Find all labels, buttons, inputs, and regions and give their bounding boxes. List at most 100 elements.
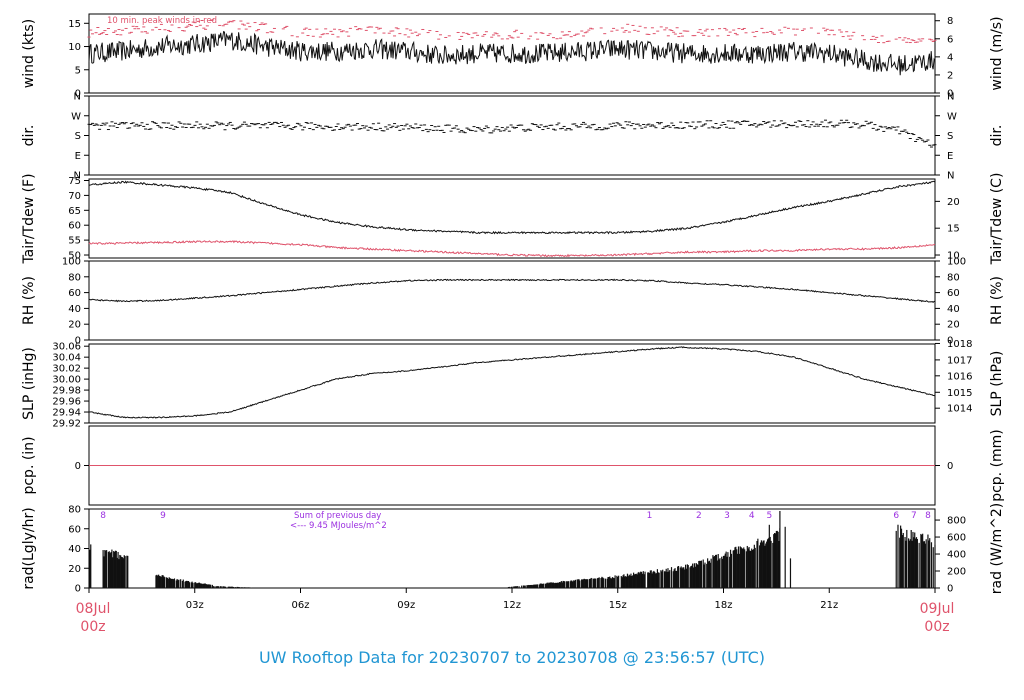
y-tick-label-left: E xyxy=(75,151,81,162)
y-tick-label-right: 20 xyxy=(947,320,960,331)
y-axis-label-right: wind (m/s) xyxy=(989,16,1005,90)
y-tick-label-right: N xyxy=(947,92,954,103)
x-tick-label: 06z xyxy=(292,600,310,611)
x-end-date-label: 09Jul xyxy=(920,601,955,617)
y-tick-label-left: 20 xyxy=(68,320,81,331)
x-tick-label: 18z xyxy=(715,600,733,611)
y-tick-label-right: 0 xyxy=(947,89,953,100)
x-tick-label: 21z xyxy=(820,600,838,611)
y-tick-label-left: 70 xyxy=(68,191,81,202)
y-axis-label-left: rad(Lgly/hr) xyxy=(21,507,37,589)
y-axis-label-left: Tair/Tdew (F) xyxy=(21,173,37,264)
y-tick-label-right: 8 xyxy=(947,16,953,27)
series-Tair xyxy=(88,180,936,235)
y-tick-label-left: 0 xyxy=(75,461,81,472)
x-tick-label: 15z xyxy=(609,600,627,611)
y-tick-label-left: 0 xyxy=(75,336,81,347)
series-peak xyxy=(87,19,937,44)
y-axis-label-left: RH (%) xyxy=(21,276,37,325)
y-tick-label-right: 0 xyxy=(947,336,953,347)
y-tick-label-right: 1017 xyxy=(947,355,972,366)
y-tick-label-left: 100 xyxy=(62,257,81,268)
y-tick-label-right: 10 xyxy=(947,251,960,262)
hour-marker: 7 xyxy=(911,511,917,521)
y-axis-label-left: SLP (inHg) xyxy=(21,347,37,420)
hour-marker: 6 xyxy=(893,511,899,521)
y-tick-label-right: 4 xyxy=(947,52,953,63)
y-tick-label-left: 50 xyxy=(68,251,81,262)
y-tick-label-right: 0 xyxy=(947,461,953,472)
hour-marker: 8 xyxy=(925,511,931,521)
y-tick-label-left: 30.00 xyxy=(52,375,81,386)
y-tick-label-left: N xyxy=(74,171,81,182)
y-tick-label-left: 30.06 xyxy=(52,342,81,353)
y-tick-label-left: 80 xyxy=(68,272,81,283)
y-tick-label-right: 60 xyxy=(947,288,960,299)
y-tick-label-right: 200 xyxy=(947,567,966,578)
x-tick-label: 09z xyxy=(397,600,415,611)
y-tick-label-left: 29.96 xyxy=(52,397,81,408)
y-tick-label-right: 600 xyxy=(947,533,966,544)
y-tick-label-right: W xyxy=(947,111,957,122)
panel-frame xyxy=(88,95,936,176)
hour-marker: 1 xyxy=(647,511,653,521)
y-axis-label-right: RH (%) xyxy=(989,276,1005,325)
y-axis-label-right: rad (W/m^2) xyxy=(989,503,1005,594)
y-tick-label-left: 15 xyxy=(68,19,81,30)
x-start-date-label: 08Jul xyxy=(76,601,111,617)
y-tick-label-right: 0 xyxy=(947,584,953,595)
x-tick-label: 12z xyxy=(503,600,521,611)
y-tick-label-right: 1015 xyxy=(947,388,972,399)
y-tick-label-right: 1014 xyxy=(947,404,972,415)
y-tick-label-left: 60 xyxy=(68,524,81,535)
y-axis-label-left: wind (kts) xyxy=(21,19,37,88)
y-tick-label-right: N xyxy=(947,171,954,182)
peak-wind-annotation: 10 min. peak winds in red xyxy=(107,16,217,26)
y-tick-label-right: 2 xyxy=(947,70,953,81)
y-tick-label-right: 15 xyxy=(947,224,960,235)
y-axis-label-left: dir. xyxy=(21,125,37,147)
y-tick-label-left: N xyxy=(74,92,81,103)
y-tick-label-left: 29.98 xyxy=(52,386,81,397)
series-wind xyxy=(88,30,936,76)
panel-frame xyxy=(88,178,936,259)
panel-frame xyxy=(88,343,936,424)
y-tick-label-left: 40 xyxy=(68,544,81,555)
y-axis-label-right: Tair/Tdew (C) xyxy=(989,173,1005,266)
series-RH xyxy=(88,278,936,303)
panel-rh: 0 20 40 60 80 100 0 20 40 60 80 100 RH (%) RH (%) xyxy=(21,257,1005,347)
y-tick-label-right: E xyxy=(947,151,953,162)
y-axis-label-left: pcp. (in) xyxy=(21,436,37,494)
series-Tdew xyxy=(88,240,936,258)
panel-pcp: 0 0 pcp. (in) pcp. (mm) xyxy=(21,425,1005,506)
y-tick-label-left: 20 xyxy=(68,564,81,575)
y-tick-label-left: 60 xyxy=(68,288,81,299)
hour-marker: 4 xyxy=(749,511,755,521)
y-tick-label-left: 10 xyxy=(68,42,81,53)
y-tick-label-left: 65 xyxy=(68,206,81,217)
y-tick-label-right: S xyxy=(947,131,953,142)
y-axis-label-right: dir. xyxy=(989,125,1005,147)
y-axis-label-right: SLP (hPa) xyxy=(989,351,1005,417)
panel-temp: 50 55 60 65 70 75 10 15 20 Tair/Tdew (F) Tair/Tdew… xyxy=(21,173,1005,266)
y-tick-label-left: 60 xyxy=(68,221,81,232)
y-tick-label-right: 100 xyxy=(947,257,966,268)
y-tick-label-left: 29.94 xyxy=(52,408,81,419)
x-start-time-label: 00z xyxy=(80,619,105,635)
radiation-sum-label: Sum of previous day xyxy=(294,511,381,521)
chart-title: UW Rooftop Data for 20230707 to 20230708… xyxy=(258,648,766,667)
y-tick-label-right: 6 xyxy=(947,34,953,45)
series-SLP xyxy=(88,346,936,419)
y-tick-label-right: 1016 xyxy=(947,371,972,382)
y-tick-label-left: 5 xyxy=(75,65,81,76)
y-tick-label-left: S xyxy=(75,131,81,142)
y-tick-label-left: 0 xyxy=(75,89,81,100)
y-tick-label-right: 400 xyxy=(947,550,966,561)
y-tick-label-left: 75 xyxy=(68,176,81,187)
hour-marker: 9 xyxy=(160,511,166,521)
hour-marker: 5 xyxy=(766,511,772,521)
y-axis-label-right: pcp. (mm) xyxy=(989,429,1005,502)
panel-slp: 29.9229.9429.9629.9830.0030.0230.0430.06… xyxy=(21,339,1005,430)
